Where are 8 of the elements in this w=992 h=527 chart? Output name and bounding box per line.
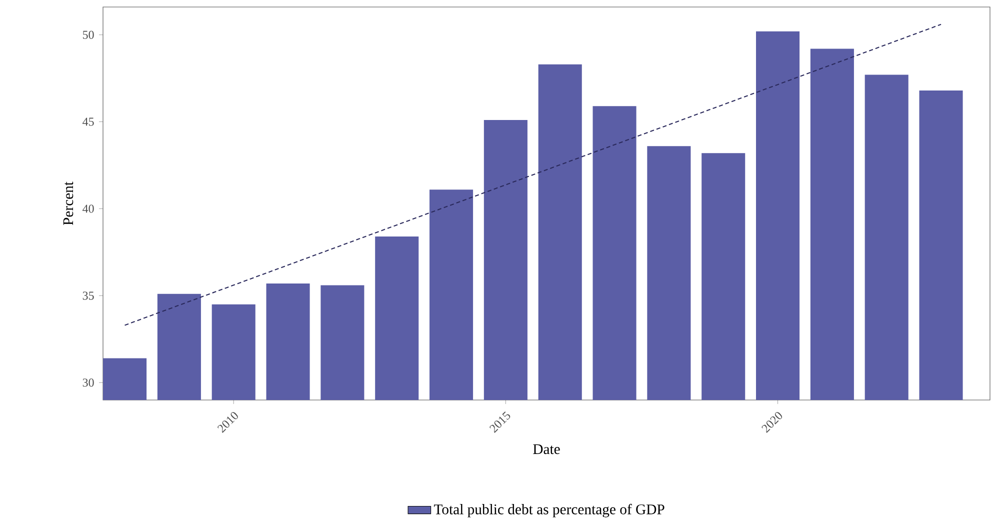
y-tick-label: 30 [82,378,94,387]
legend-label: Total public debt as percentage of GDP [434,504,664,518]
y-tick-label: 45 [82,118,94,126]
y-axis-title: Percent [63,182,74,226]
y-tick-label: 50 [82,30,94,39]
y-tick-label: 35 [82,292,94,300]
y-tick-label: 40 [82,204,94,213]
x-axis-title: Date [533,444,560,454]
